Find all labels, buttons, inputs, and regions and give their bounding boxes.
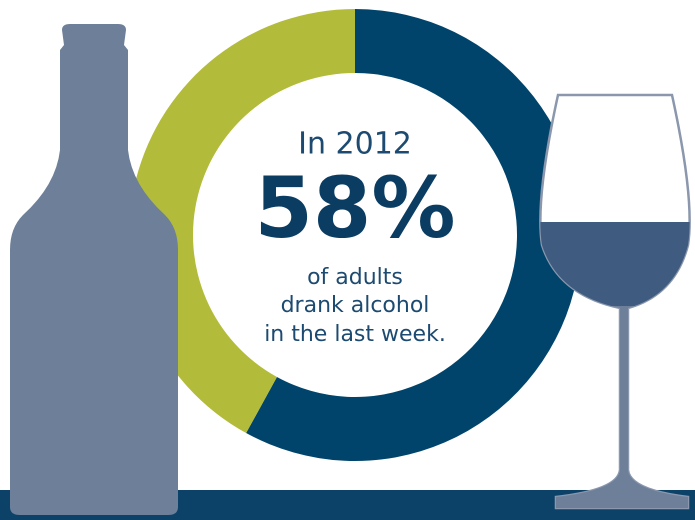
- bottle: [10, 24, 178, 515]
- caption-line: in the last week.: [264, 322, 446, 347]
- percent-label: 58%: [254, 159, 455, 257]
- year-label: In 2012: [298, 127, 412, 162]
- caption-line: of adults: [307, 265, 403, 290]
- donut: [128, 9, 581, 461]
- donut-segment: [128, 9, 355, 434]
- caption-line: drank alcohol: [281, 293, 430, 318]
- donut-segment: [246, 9, 581, 461]
